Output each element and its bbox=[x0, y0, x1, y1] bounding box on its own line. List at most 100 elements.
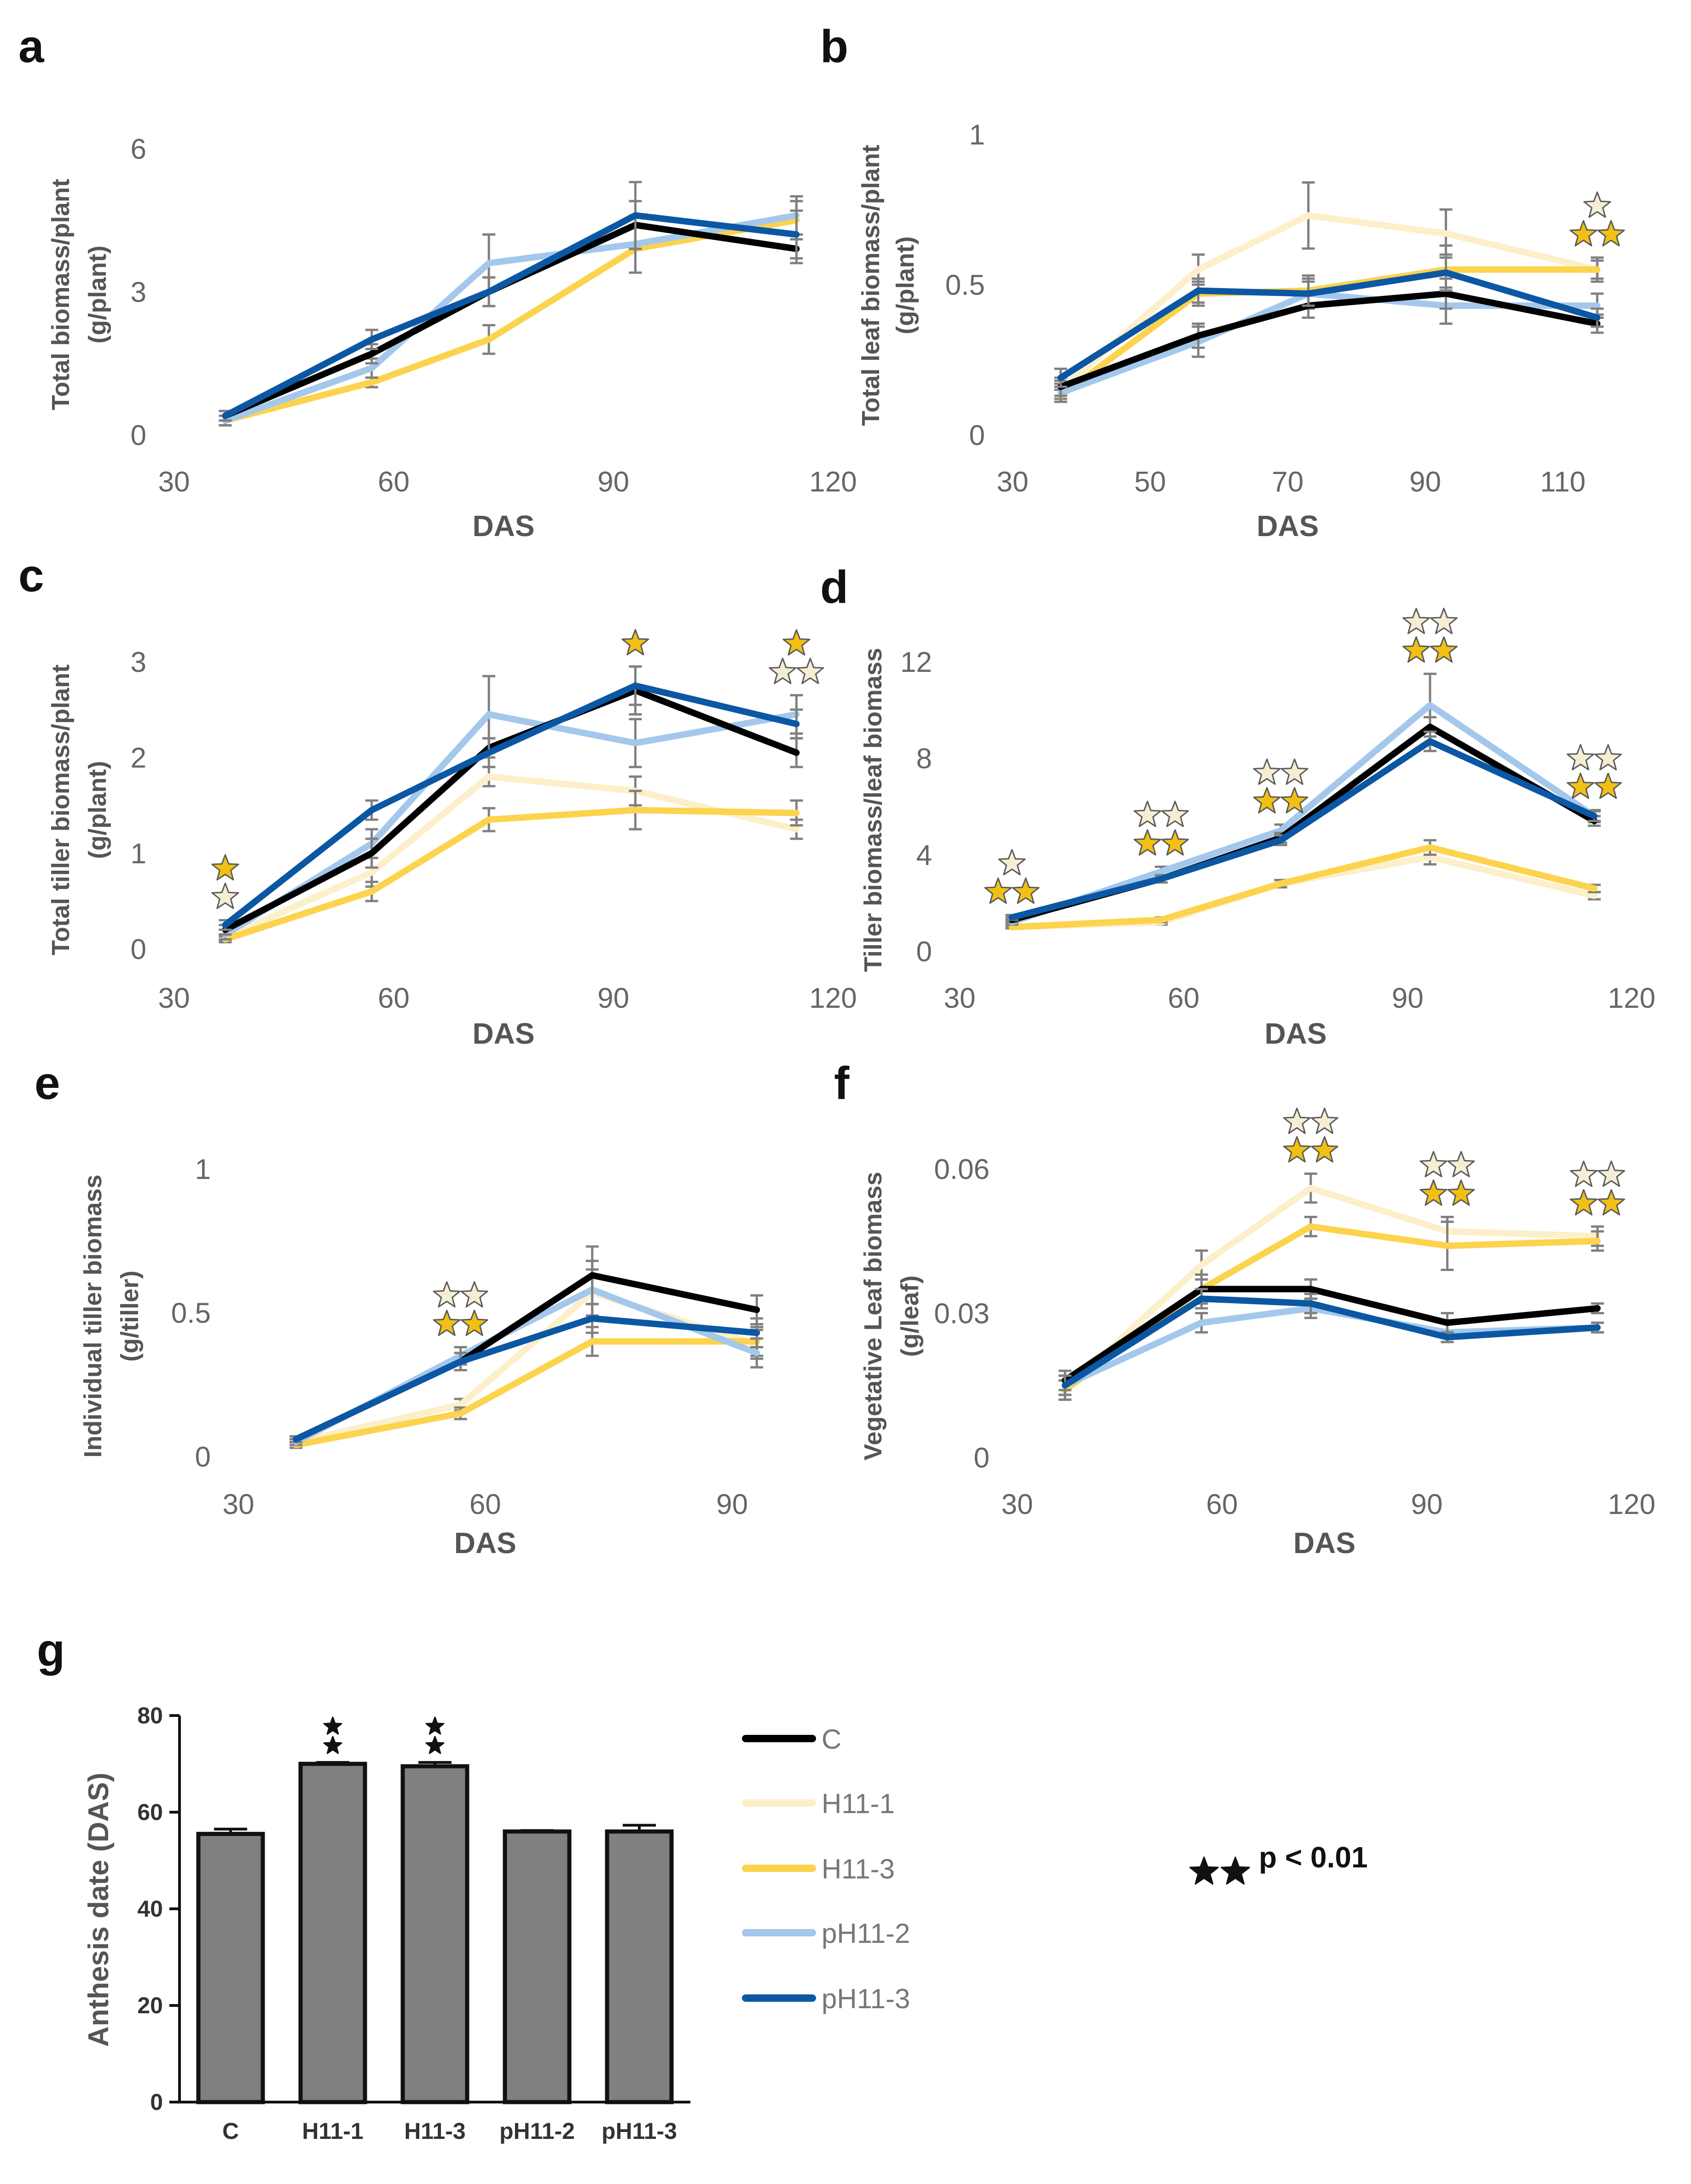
significance-star bbox=[1583, 191, 1611, 218]
significance-star bbox=[323, 1736, 342, 1754]
series-pH11-3 bbox=[219, 181, 803, 422]
chart-panel-g: g 0 20 40 60 80 Anthesis date (DAS) C H11-1 H11-3… bbox=[37, 1624, 690, 2144]
y-axis-label: (g/tiller) bbox=[116, 1271, 144, 1362]
significance-star bbox=[460, 1281, 488, 1308]
x-tick-label: 30 bbox=[158, 466, 190, 498]
significance-star bbox=[1447, 1179, 1475, 1206]
significance-star bbox=[425, 1716, 445, 1735]
significance-star bbox=[1253, 787, 1281, 814]
significance-star bbox=[1283, 1136, 1311, 1163]
legend-label-C: C bbox=[822, 1724, 841, 1755]
series-line-C bbox=[293, 1272, 760, 1443]
series-line-pH11-3 bbox=[293, 1315, 760, 1443]
y-axis-label: Total biomass/plant bbox=[47, 179, 75, 410]
y-tick-label: 12 bbox=[900, 647, 932, 678]
series-pH11-2 bbox=[290, 1260, 764, 1446]
x-tick-label: 90 bbox=[597, 466, 629, 498]
x-tick-label: pH11-3 bbox=[602, 2118, 677, 2144]
y-tick-label: 0 bbox=[131, 420, 146, 451]
significance-annotation bbox=[211, 854, 239, 909]
bar bbox=[196, 1832, 265, 2104]
x-tick-label: 30 bbox=[158, 982, 190, 1014]
y-tick-label: 4 bbox=[916, 839, 932, 871]
significance-star bbox=[1569, 1160, 1598, 1187]
y-axis-label: Anthesis date (DAS) bbox=[83, 1773, 115, 2047]
x-tick-label: H11-1 bbox=[302, 2118, 363, 2144]
chart-panel-f: f 30 60 90 120 0 0.03 0.06 DAS Vegetative Leaf bi… bbox=[834, 1057, 1656, 1560]
series-pH11-3 bbox=[1054, 253, 1604, 388]
significance-star bbox=[796, 658, 824, 684]
y-tick-label: 3 bbox=[131, 647, 146, 678]
x-tick-label: 50 bbox=[1134, 466, 1166, 498]
x-tick-label: 60 bbox=[1206, 1489, 1238, 1520]
significance-star bbox=[433, 1310, 461, 1336]
y-tick-label: 0 bbox=[916, 936, 932, 968]
y-axis-label: Total tiller biomass/plant bbox=[47, 664, 75, 955]
y-tick-label: 0.5 bbox=[171, 1298, 211, 1329]
x-tick-label: H11-3 bbox=[404, 2118, 465, 2144]
bar bbox=[503, 1829, 572, 2104]
significance-star bbox=[1566, 772, 1594, 799]
legend-label-H11-3: H11-3 bbox=[822, 1854, 895, 1884]
series-line-pH11-2 bbox=[222, 212, 800, 424]
chart-panel-e: e 30 60 90 0 0.5 1 DAS Individual tiller biomass… bbox=[35, 1057, 764, 1560]
x-tick-label: 90 bbox=[1392, 982, 1424, 1014]
significance-star bbox=[1419, 1179, 1448, 1206]
bar bbox=[400, 1764, 469, 2104]
y-tick-label: 1 bbox=[969, 119, 985, 151]
significance-star bbox=[1430, 607, 1458, 634]
y-tick-label: 0 bbox=[969, 420, 985, 451]
significance-star bbox=[433, 1281, 461, 1308]
x-tick-label: 30 bbox=[1002, 1489, 1033, 1520]
y-axis-label: Tiller biomass/leaf biomass bbox=[859, 648, 887, 972]
chart-panel-b: b 30 50 70 90 110 0 0.5 1 DAS Total leaf biomass/p… bbox=[820, 21, 1625, 543]
x-tick-label: 60 bbox=[1168, 982, 1199, 1014]
significance-star bbox=[1569, 1189, 1598, 1216]
y-axis-label: (g/plant) bbox=[892, 237, 919, 335]
y-tick-label: 1 bbox=[195, 1154, 211, 1185]
y-tick-label: 8 bbox=[916, 743, 932, 775]
y-tick-label: 0 bbox=[974, 1442, 990, 1474]
significance-annotation bbox=[984, 849, 1040, 904]
series-line-H11-1 bbox=[222, 773, 800, 941]
x-tick-label: 60 bbox=[378, 466, 410, 498]
x-tick-label: 90 bbox=[597, 982, 629, 1014]
significance-star bbox=[1402, 607, 1430, 634]
significance-annotation bbox=[433, 1281, 488, 1336]
y-tick-label: 1 bbox=[131, 838, 146, 870]
legend: C H11-1 H11-3 pH11-2 pH11-3 p < 0.01 bbox=[742, 1724, 1368, 2014]
significance-star bbox=[1012, 877, 1040, 904]
significance-star bbox=[998, 849, 1026, 876]
chart-panel-d: d 30 60 90 120 0 4 8 12 DAS Tiller biomass/leaf bi… bbox=[820, 561, 1656, 1050]
series-C bbox=[219, 200, 803, 422]
y-tick-label: 0.5 bbox=[945, 270, 985, 301]
y-tick-label: 3 bbox=[131, 277, 146, 308]
significance-star bbox=[425, 1736, 445, 1754]
series-line-pH11-3 bbox=[1008, 738, 1598, 921]
significance-star bbox=[1310, 1136, 1338, 1163]
series-line-H11-3 bbox=[222, 217, 800, 424]
x-tick-label: 30 bbox=[944, 982, 976, 1014]
x-tick-label: 60 bbox=[469, 1489, 501, 1520]
significance-legend-label: p < 0.01 bbox=[1259, 1841, 1368, 1874]
series-pH11-3 bbox=[219, 665, 803, 931]
significance-star bbox=[1221, 1856, 1250, 1885]
significance-star bbox=[1566, 744, 1594, 771]
significance-star bbox=[1569, 220, 1598, 247]
significance-star bbox=[460, 1310, 488, 1336]
x-tick-label: 120 bbox=[809, 466, 857, 498]
significance-star bbox=[1283, 1107, 1311, 1134]
y-tick-label: 2 bbox=[131, 742, 146, 774]
series-pH11-3 bbox=[290, 1303, 764, 1444]
series-H11-3 bbox=[219, 790, 803, 943]
y-axis-label: (g/plant) bbox=[84, 246, 111, 344]
significance-star bbox=[984, 877, 1012, 904]
x-tick-label: 120 bbox=[809, 982, 857, 1014]
significance-annotation bbox=[621, 629, 649, 656]
significance-annotation bbox=[1566, 744, 1622, 799]
significance-star bbox=[1447, 1151, 1475, 1178]
significance-star bbox=[782, 629, 811, 656]
series-line-H11-1 bbox=[1061, 1184, 1601, 1393]
significance-star bbox=[1134, 829, 1161, 856]
